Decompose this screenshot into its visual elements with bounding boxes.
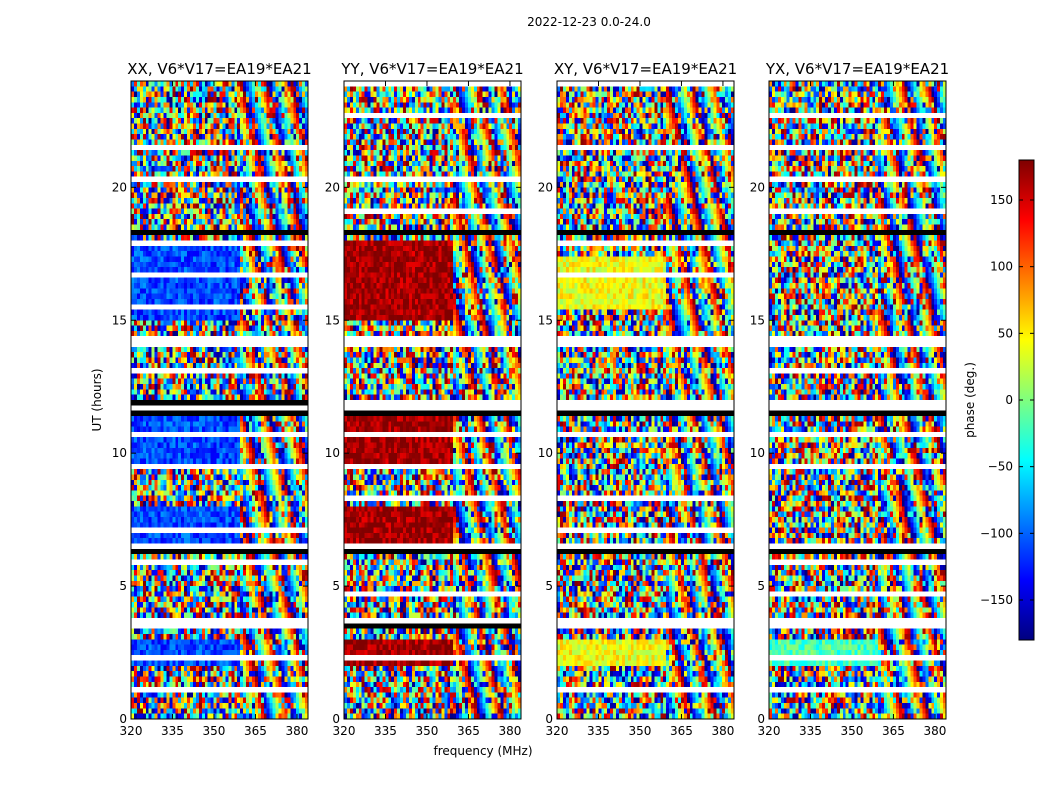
panels: XX, V6*V17=EA19*EA21 320 335 350 365 380 0 5 10 1… bbox=[112, 60, 949, 738]
plot-frame bbox=[556, 80, 735, 720]
y-tick-label: 5 bbox=[332, 579, 340, 593]
x-tick-label: 320 bbox=[333, 724, 356, 738]
y-tick-label: 5 bbox=[545, 579, 553, 593]
phase-heatmap bbox=[131, 81, 308, 719]
y-tick-label: 10 bbox=[750, 446, 765, 460]
x-tick-label: 380 bbox=[285, 724, 308, 738]
x-tick-label: 350 bbox=[629, 724, 652, 738]
panel-title: YY, V6*V17=EA19*EA21 bbox=[340, 60, 523, 78]
y-tick-label: 0 bbox=[332, 712, 340, 726]
colorbar-label: phase (deg.) bbox=[963, 362, 977, 438]
x-tick-label: 380 bbox=[498, 724, 521, 738]
x-tick-label: 335 bbox=[799, 724, 822, 738]
x-tick-label: 350 bbox=[203, 724, 226, 738]
x-axis-label: frequency (MHz) bbox=[433, 744, 532, 758]
colorbar-tick-label: 150 bbox=[990, 193, 1013, 207]
panel-title: XY, V6*V17=EA19*EA21 bbox=[554, 60, 737, 78]
y-tick-label: 5 bbox=[119, 579, 127, 593]
colorbar-tick-label: −100 bbox=[980, 526, 1013, 540]
colorbar-tick-label: 100 bbox=[990, 260, 1013, 274]
y-tick-label: 0 bbox=[545, 712, 553, 726]
y-tick-label: 0 bbox=[119, 712, 127, 726]
y-tick-label: 10 bbox=[112, 446, 127, 460]
plot-frame bbox=[343, 80, 522, 720]
plot-frame bbox=[768, 80, 947, 720]
colorbar-tick-label: 50 bbox=[998, 326, 1013, 340]
x-tick-label: 320 bbox=[546, 724, 569, 738]
y-tick-label: 20 bbox=[112, 180, 127, 194]
y-tick-label: 10 bbox=[325, 446, 340, 460]
x-tick-label: 350 bbox=[841, 724, 864, 738]
x-tick-label: 380 bbox=[711, 724, 734, 738]
y-tick-label: 15 bbox=[325, 313, 340, 327]
y-tick-label: 20 bbox=[325, 180, 340, 194]
x-tick-label: 380 bbox=[923, 724, 946, 738]
y-tick-label: 15 bbox=[750, 313, 765, 327]
phase-heatmap bbox=[557, 81, 734, 719]
x-tick-label: 365 bbox=[244, 724, 267, 738]
x-tick-label: 335 bbox=[161, 724, 184, 738]
phase-heatmap bbox=[344, 81, 521, 719]
y-axis-label: UT (hours) bbox=[90, 368, 104, 431]
plot-frame bbox=[130, 80, 309, 720]
panel-title: XX, V6*V17=EA19*EA21 bbox=[127, 60, 311, 78]
colorbar-tick-label: −150 bbox=[980, 593, 1013, 607]
colorbar-tick-label: 0 bbox=[1005, 393, 1013, 407]
x-tick-label: 365 bbox=[670, 724, 693, 738]
panel-xx: XX, V6*V17=EA19*EA21 320 335 350 365 380 0 5 10 1… bbox=[112, 60, 312, 738]
panel-yy: YY, V6*V17=EA19*EA21 320 335 350 365 380 0 5 10 1… bbox=[325, 60, 524, 738]
y-tick-label: 10 bbox=[538, 446, 553, 460]
phase-heatmap bbox=[769, 81, 946, 719]
panel-yx: YX, V6*V17=EA19*EA21 320 335 350 365 380 0 5 10 1… bbox=[750, 60, 949, 738]
figure-title: 2022-12-23 0.0-24.0 bbox=[527, 15, 651, 29]
x-tick-label: 320 bbox=[758, 724, 781, 738]
panel-title: YX, V6*V17=EA19*EA21 bbox=[765, 60, 949, 78]
x-tick-label: 365 bbox=[457, 724, 480, 738]
x-tick-label: 365 bbox=[882, 724, 905, 738]
y-tick-label: 0 bbox=[757, 712, 765, 726]
x-tick-label: 320 bbox=[120, 724, 143, 738]
x-tick-label: 335 bbox=[374, 724, 397, 738]
x-tick-label: 350 bbox=[416, 724, 439, 738]
panel-xy: XY, V6*V17=EA19*EA21 320 335 350 365 380 0 5 10 1… bbox=[538, 60, 737, 738]
colorbar: 150 100 50 0 −50 −100 −150 bbox=[980, 159, 1035, 641]
y-tick-label: 20 bbox=[750, 180, 765, 194]
y-tick-label: 15 bbox=[112, 313, 127, 327]
y-tick-label: 15 bbox=[538, 313, 553, 327]
y-tick-label: 5 bbox=[757, 579, 765, 593]
x-tick-label: 335 bbox=[587, 724, 610, 738]
y-tick-label: 20 bbox=[538, 180, 553, 194]
colorbar-tick-label: −50 bbox=[988, 460, 1013, 474]
